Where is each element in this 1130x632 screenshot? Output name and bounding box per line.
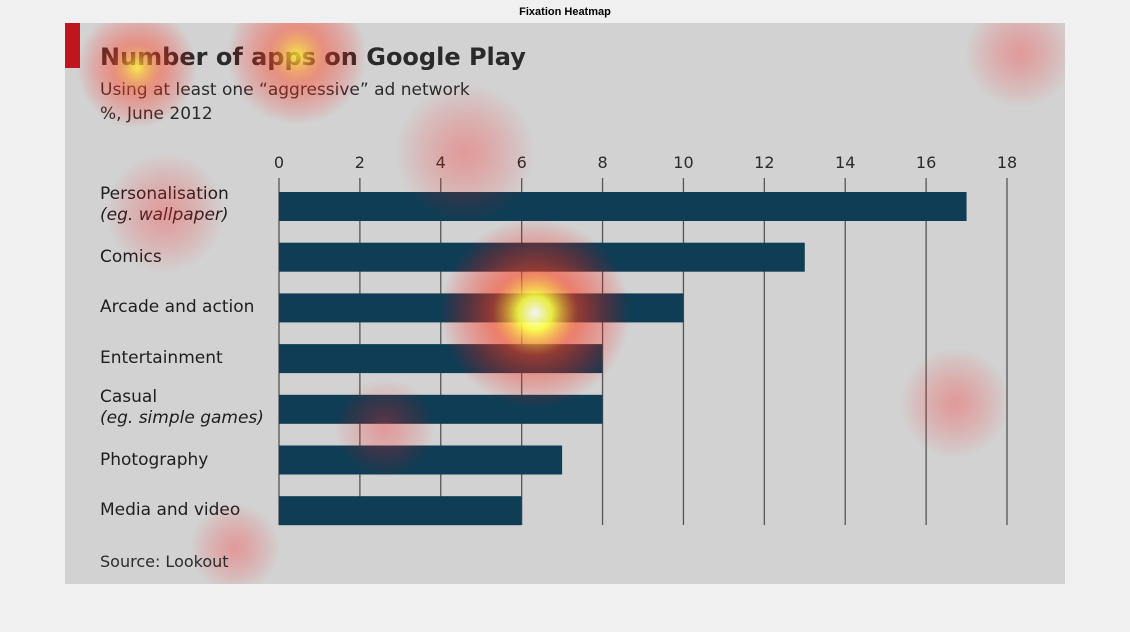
chart-source: Source: Lookout	[100, 552, 229, 571]
x-tick-label: 16	[915, 153, 937, 172]
category-note: (eg. simple games)	[100, 407, 264, 428]
fixation-spot	[105, 153, 225, 273]
bar	[279, 496, 522, 526]
category-label: Entertainment	[100, 348, 223, 369]
category-name: Arcade and action	[100, 297, 255, 318]
fixation-overlay	[77, 23, 1065, 584]
x-tick-label: 2	[354, 153, 365, 172]
category-name: Entertainment	[100, 348, 223, 369]
x-tick-label: 10	[673, 153, 694, 172]
chart-panel: Number of apps on Google Play Using at l…	[65, 23, 1065, 584]
fixation-spot	[900, 348, 1010, 458]
fixation-spot	[440, 218, 630, 408]
x-tick-label: 8	[597, 153, 608, 172]
accent-tag	[65, 23, 80, 68]
bar-plot	[77, 23, 1065, 584]
category-label: Casual (eg. simple games)	[100, 387, 264, 429]
fixation-spot	[190, 503, 280, 584]
fixation-spot	[227, 23, 367, 125]
category-label: Photography	[100, 450, 208, 471]
category-label: Arcade and action	[100, 297, 254, 318]
bar	[279, 192, 967, 221]
fixation-spot	[395, 83, 535, 223]
x-tick-label: 0	[273, 153, 285, 172]
category-name: Photography	[100, 449, 209, 470]
x-tick-label: 12	[754, 153, 775, 172]
fixation-spot	[335, 378, 435, 478]
fixation-spot	[77, 23, 197, 128]
fixation-spot	[965, 23, 1065, 108]
x-tick-label: 18	[996, 153, 1018, 172]
page-title: Fixation Heatmap	[519, 6, 611, 18]
category-name: Casual	[100, 386, 158, 407]
x-tick-label: 14	[835, 153, 856, 172]
